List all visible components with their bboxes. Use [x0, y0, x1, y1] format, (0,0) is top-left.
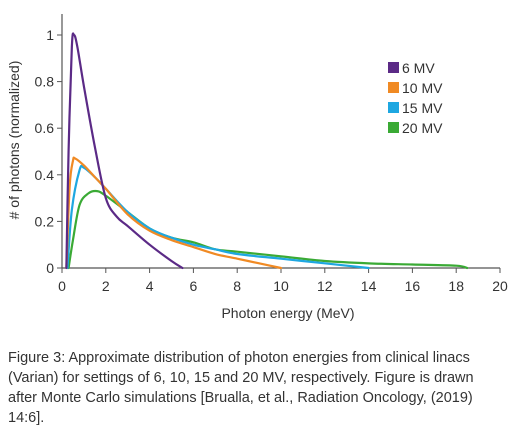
y-tick-label: 0.2: [35, 213, 55, 229]
series-line-6-mv: [65, 32, 184, 270]
legend-label-10-mv: 10 MV: [402, 80, 443, 96]
x-tick-label: 16: [405, 278, 421, 294]
chart: 0 2 4 6 8 10 12 14 16 18 20 0 0.2 0.4 0.6 0.8 1 6 MV 10 M…: [6, 14, 508, 321]
x-tick-label: 8: [233, 278, 241, 294]
y-tick-label: 0.4: [35, 167, 55, 183]
x-tick-label: 20: [492, 278, 508, 294]
y-tick-label: 0.8: [35, 74, 55, 90]
legend: 6 MV 10 MV 15 MV 20 MV: [388, 60, 443, 136]
x-tick-label: 14: [361, 278, 377, 294]
y-axis-title: # of photons (normalized): [6, 61, 22, 220]
figure-caption: Figure 3: Approximate distribution of ph…: [8, 350, 474, 426]
x-tick-label: 10: [273, 278, 289, 294]
x-axis-title: Photon energy (MeV): [221, 305, 354, 321]
legend-label-15-mv: 15 MV: [402, 100, 443, 116]
legend-swatch-15-mv: [388, 102, 399, 113]
y-tick-label: 0.6: [35, 120, 55, 136]
y-tick-label: 0: [46, 260, 54, 276]
legend-swatch-20-mv: [388, 122, 399, 133]
x-tick-label: 6: [190, 278, 198, 294]
series-line-10-mv: [65, 156, 283, 270]
axes: 0 2 4 6 8 10 12 14 16 18 20 0 0.2 0.4 0.6 0.8 1: [35, 14, 508, 294]
x-tick-label: 4: [146, 278, 154, 294]
x-tick-label: 2: [102, 278, 110, 294]
legend-swatch-6-mv: [388, 62, 399, 73]
x-tick-label: 12: [317, 278, 333, 294]
legend-label-20-mv: 20 MV: [402, 120, 443, 136]
x-tick-label: 18: [448, 278, 464, 294]
series-lines: [65, 32, 469, 270]
y-tick-label: 1: [46, 27, 54, 43]
series-line-15-mv: [66, 164, 370, 270]
x-tick-label: 0: [58, 278, 66, 294]
legend-swatch-10-mv: [388, 82, 399, 93]
series-line-20-mv: [67, 189, 469, 270]
legend-label-6-mv: 6 MV: [402, 60, 435, 76]
